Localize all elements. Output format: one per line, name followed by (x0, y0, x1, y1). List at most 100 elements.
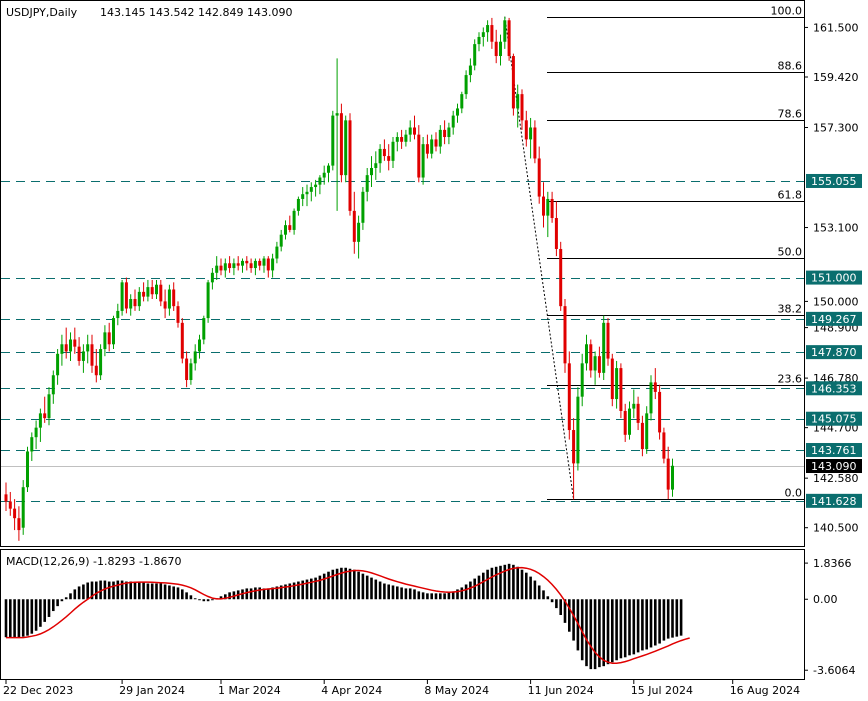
candle-body-25 (107, 332, 111, 345)
macd-histogram-bar-118 (507, 563, 511, 600)
macd-histogram-bar-39 (168, 585, 171, 600)
macd-histogram-bar-124 (533, 580, 537, 600)
candle-body-48 (206, 282, 210, 319)
candle-body-148 (636, 403, 640, 423)
macd-histogram-bar-85 (365, 575, 369, 600)
macd-histogram-bar-83 (357, 571, 360, 600)
fib-level-label-2: 88.6 (778, 60, 803, 73)
price-axis-label-2: 159.420 (813, 71, 859, 84)
macd-label: MACD(12,26,9) -1.8293 -1.8670 (6, 555, 181, 568)
chart-title: USDJPY,Daily (6, 6, 78, 19)
candle-body-46 (198, 339, 201, 352)
candle-body-154 (662, 432, 666, 459)
macd-histogram-bar-150 (645, 599, 648, 650)
macd-histogram-bar-18 (77, 586, 81, 600)
candle-body-151 (649, 382, 653, 414)
macd-histogram-bar-109 (469, 581, 472, 600)
candle-body-77 (331, 115, 335, 166)
macd-histogram-bar-135 (580, 599, 584, 661)
time-axis-label-2: 29 Jan 2024 (119, 684, 185, 697)
candle-body-85 (365, 175, 369, 192)
macd-histogram-bar-115 (494, 566, 498, 600)
macd-histogram-bar-121 (520, 569, 524, 600)
candle-body-83 (357, 222, 361, 242)
candle-body-123 (529, 127, 533, 140)
candle-body-45 (193, 351, 197, 364)
candle-body-86 (370, 167, 373, 176)
macd-histogram-bar-59 (254, 587, 257, 600)
macd-histogram-bar-142 (611, 599, 614, 663)
macd-histogram-bar-80 (344, 567, 347, 600)
price-axis-label-5: 150.000 (813, 295, 859, 308)
macd-histogram-bar-140 (602, 599, 605, 667)
macd-histogram-bar-110 (473, 578, 476, 600)
macd-histogram-bar-92 (396, 586, 399, 600)
macd-histogram-bar-7 (30, 599, 34, 634)
macd-histogram-bar-89 (383, 583, 386, 600)
candle-body-44 (189, 363, 193, 381)
candle-body-63 (271, 258, 275, 271)
macd-histogram-bar-67 (288, 583, 292, 600)
candle-body-17 (73, 339, 77, 347)
macd-histogram-bar-41 (176, 587, 180, 600)
macd-histogram-bar-131 (563, 599, 567, 623)
candle-body-133 (572, 430, 576, 464)
macd-histogram-bar-93 (400, 587, 403, 600)
candle-body-59 (253, 260, 257, 269)
candle-body-146 (628, 408, 631, 435)
candle-body-60 (258, 260, 262, 266)
macd-histogram-bar-35 (150, 583, 154, 600)
macd-histogram-bar-144 (619, 599, 623, 659)
candle-body-64 (275, 246, 279, 259)
macd-histogram-bar-5 (21, 599, 25, 637)
level-price-label-5: 146.353 (811, 382, 857, 395)
macd-histogram-bar-13 (56, 599, 59, 607)
candles-layer (4, 16, 674, 541)
price-axis-label-3: 157.300 (813, 121, 859, 134)
candle-body-30 (129, 299, 133, 309)
macd-histogram-bar-61 (262, 588, 266, 600)
horizontal-levels-layer (1, 181, 804, 502)
candle-body-136 (585, 344, 588, 364)
candle-body-124 (533, 127, 537, 159)
macd-histogram-bar-10 (43, 599, 46, 622)
current-price-label: 143.090 (811, 460, 857, 473)
level-price-tag-3 (806, 311, 862, 326)
macd-histogram-bar-94 (404, 588, 408, 600)
candle-body-6 (26, 451, 29, 488)
macd-histogram-bar-108 (464, 584, 468, 600)
candle-body-121 (520, 94, 524, 121)
macd-histogram-bar-68 (292, 582, 296, 600)
price-axis-label-4: 153.100 (813, 222, 859, 235)
candle-body-103 (443, 129, 447, 138)
candle-body-106 (456, 108, 459, 116)
candle-body-147 (632, 403, 636, 409)
candle-body-128 (550, 198, 554, 219)
fib-level-label-1: 100.0 (771, 5, 803, 18)
candle-body-32 (137, 291, 141, 307)
candle-body-116 (499, 41, 502, 57)
macd-histogram-bar-44 (189, 595, 193, 600)
candle-body-153 (658, 391, 662, 433)
macd-histogram-bar-76 (327, 571, 330, 600)
macd-histogram-bar-3 (13, 599, 16, 638)
candle-body-150 (645, 413, 649, 450)
candle-body-97 (417, 134, 421, 178)
candle-body-74 (318, 177, 322, 185)
candle-body-111 (477, 36, 481, 45)
macd-histogram-bar-87 (374, 579, 378, 600)
candle-body-65 (279, 234, 283, 247)
candle-body-143 (615, 368, 619, 400)
candle-body-126 (542, 196, 545, 216)
level-price-tag-8 (806, 493, 862, 508)
macd-histogram-bar-127 (546, 596, 550, 600)
candle-body-47 (202, 318, 206, 340)
macd-histogram-bar-158 (679, 599, 683, 636)
fib-level-label-3: 78.6 (778, 108, 803, 121)
level-price-tag-1 (806, 173, 862, 188)
macd-histogram-bar-148 (636, 599, 640, 653)
fib-level-label-6: 38.2 (778, 303, 803, 316)
macd-histogram-bar-57 (245, 588, 249, 600)
candle-body-2 (8, 501, 12, 509)
candle-body-31 (133, 299, 137, 307)
